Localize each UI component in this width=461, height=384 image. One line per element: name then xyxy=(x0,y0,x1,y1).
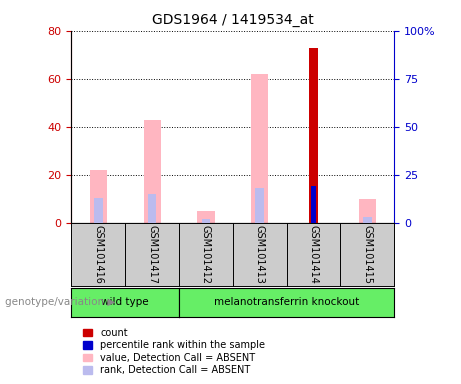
Text: genotype/variation ▶: genotype/variation ▶ xyxy=(5,297,115,308)
Text: GSM101416: GSM101416 xyxy=(93,225,103,283)
Text: melanotransferrin knockout: melanotransferrin knockout xyxy=(214,297,359,308)
Bar xyxy=(148,194,156,223)
Text: wild type: wild type xyxy=(101,297,149,308)
Legend: count, percentile rank within the sample, value, Detection Call = ABSENT, rank, : count, percentile rank within the sample… xyxy=(79,324,269,379)
Text: GSM101414: GSM101414 xyxy=(308,225,319,283)
Title: GDS1964 / 1419534_at: GDS1964 / 1419534_at xyxy=(152,13,313,27)
Text: GSM101417: GSM101417 xyxy=(147,225,157,284)
Bar xyxy=(197,211,214,223)
Bar xyxy=(201,219,210,223)
Bar xyxy=(143,119,161,223)
Bar xyxy=(311,186,316,223)
Bar xyxy=(363,217,372,223)
Bar xyxy=(90,170,107,223)
Text: GSM101413: GSM101413 xyxy=(254,225,265,283)
Bar xyxy=(251,74,268,223)
Bar xyxy=(255,188,264,223)
Bar xyxy=(309,48,318,223)
Bar xyxy=(359,199,376,223)
Text: GSM101415: GSM101415 xyxy=(362,225,372,284)
Text: GSM101412: GSM101412 xyxy=(201,225,211,284)
Bar xyxy=(94,198,103,223)
